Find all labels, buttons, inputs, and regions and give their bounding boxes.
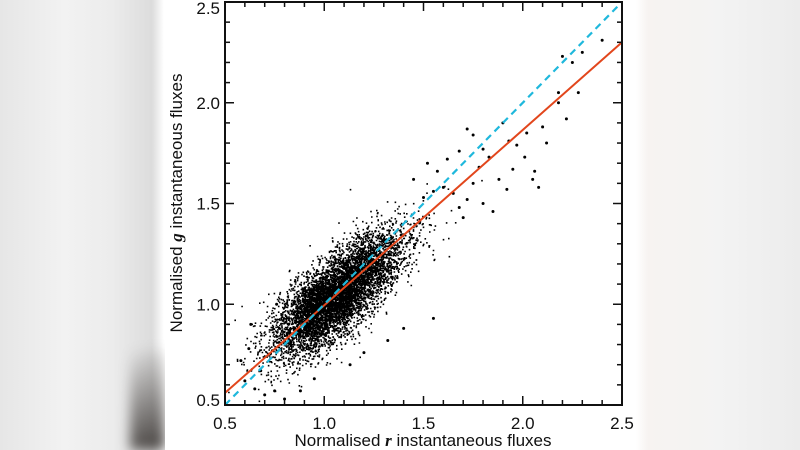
y-axis-label: Normalised g instantaneous fluxes bbox=[167, 74, 186, 333]
outlier-point bbox=[457, 206, 461, 210]
x-tick-label: 2.5 bbox=[610, 414, 634, 433]
outlier-point bbox=[422, 195, 425, 199]
identity-line bbox=[224, 1, 623, 406]
x-tick-label: 2.0 bbox=[511, 414, 535, 433]
outlier-point bbox=[273, 389, 277, 393]
outlier-point bbox=[386, 339, 390, 343]
y-axis-tick-labels: 0.5 1.0 1.5 2.0 2.5 bbox=[196, 0, 220, 410]
outlier-point bbox=[425, 161, 429, 165]
outlier-point bbox=[491, 210, 495, 214]
outlier-point bbox=[243, 379, 247, 383]
outlier-point bbox=[263, 393, 267, 397]
outlier-point bbox=[525, 131, 529, 135]
x-tick-label: 1.0 bbox=[312, 414, 336, 433]
outlier-point bbox=[435, 169, 439, 173]
x-tick-label: 1.5 bbox=[412, 414, 436, 433]
y-tick-label: 2.0 bbox=[196, 94, 220, 113]
outlier-point bbox=[247, 347, 251, 351]
outlier-point bbox=[283, 397, 287, 401]
outlier-point bbox=[545, 141, 549, 145]
outlier-point bbox=[580, 50, 584, 54]
outlier-point bbox=[541, 125, 545, 129]
outlier-point bbox=[239, 359, 243, 363]
outlier-point bbox=[465, 197, 469, 201]
outlier-point bbox=[471, 133, 475, 137]
outlier-point bbox=[465, 127, 469, 131]
outlier-point bbox=[537, 185, 541, 189]
outlier-point bbox=[249, 322, 253, 326]
outlier-point bbox=[533, 169, 537, 173]
scatter-figure: 0.5 1.0 1.5 2.0 2.5 0.5 1.0 1.5 2.0 2.5 Normalis… bbox=[165, 0, 635, 450]
axis-ticks bbox=[224, 1, 623, 406]
y-tick-label: 1.0 bbox=[196, 295, 220, 314]
outlier-point bbox=[312, 377, 316, 381]
fit-line bbox=[224, 41, 623, 394]
outlier-point bbox=[556, 101, 560, 105]
x-axis-tick-labels: 0.5 1.0 1.5 2.0 2.5 bbox=[213, 414, 634, 433]
scatter-points bbox=[228, 179, 483, 403]
outlier-point bbox=[481, 202, 485, 205]
outlier-point bbox=[402, 326, 406, 330]
outlier-point bbox=[362, 351, 366, 355]
outlier-point bbox=[275, 302, 279, 306]
outlier-point bbox=[576, 91, 580, 95]
outlier-point bbox=[570, 60, 574, 64]
outlier-point bbox=[511, 167, 515, 171]
y-tick-label: 1.5 bbox=[196, 195, 220, 214]
outlier-point bbox=[560, 54, 564, 58]
outlier-point bbox=[531, 177, 535, 181]
x-tick-label: 0.5 bbox=[213, 414, 237, 433]
x-axis-label: Normalised r instantaneous fluxes bbox=[294, 431, 551, 450]
outlier-point bbox=[253, 387, 257, 391]
outlier-point bbox=[412, 177, 416, 181]
y-tick-label: 0.5 bbox=[196, 391, 220, 410]
background-shadow bbox=[130, 350, 165, 450]
outlier-points bbox=[239, 38, 604, 401]
outlier-point bbox=[497, 177, 501, 181]
outlier-point bbox=[564, 117, 568, 121]
outlier-point bbox=[431, 189, 435, 193]
outlier-point bbox=[515, 143, 519, 147]
outlier-point bbox=[445, 157, 449, 161]
outlier-point bbox=[481, 147, 485, 151]
outlier-point bbox=[471, 181, 475, 185]
outlier-point bbox=[556, 91, 560, 95]
outlier-point bbox=[505, 187, 509, 191]
outlier-point bbox=[431, 316, 435, 320]
scatter-plot: 0.5 1.0 1.5 2.0 2.5 0.5 1.0 1.5 2.0 2.5 Normalis… bbox=[167, 0, 634, 450]
outlier-point bbox=[348, 363, 352, 367]
outlier-point bbox=[600, 38, 604, 42]
y-tick-label: 2.5 bbox=[196, 0, 220, 18]
outlier-point bbox=[461, 216, 465, 220]
outlier-point bbox=[298, 389, 302, 393]
outlier-point bbox=[441, 185, 445, 189]
outlier-point bbox=[523, 155, 527, 159]
outlier-point bbox=[457, 149, 461, 153]
